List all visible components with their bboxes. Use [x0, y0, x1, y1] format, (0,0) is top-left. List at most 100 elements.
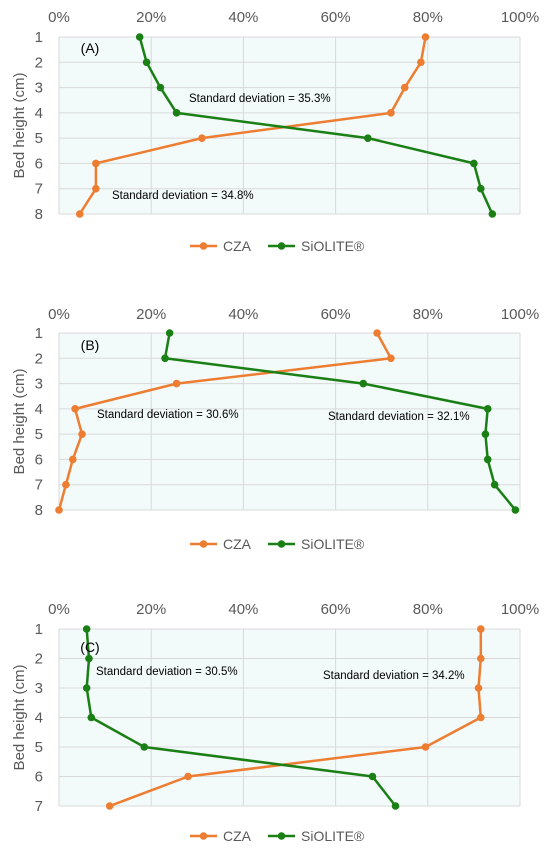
y-tick-label: 3	[35, 376, 43, 393]
y-tick-label: 8	[35, 206, 43, 223]
data-point-cza	[71, 405, 79, 413]
data-point-cza	[373, 329, 381, 337]
x-tick-label: 80%	[413, 9, 443, 26]
legend-label: CZA	[223, 238, 252, 254]
data-point-cza	[421, 33, 430, 41]
x-tick-label: 0%	[48, 601, 70, 618]
y-tick-label: 8	[35, 502, 43, 519]
x-tick-label: 40%	[228, 601, 258, 618]
data-point-cza	[400, 83, 409, 92]
y-axis-title: Bed height (cm)	[11, 369, 28, 475]
data-point-siolite	[488, 210, 497, 218]
panel-label: (C)	[80, 639, 99, 655]
y-tick-label: 4	[35, 105, 43, 122]
y-axis-title: Bed height (cm)	[11, 665, 28, 771]
legend-label: CZA	[223, 536, 252, 552]
x-tick-label: 20%	[136, 306, 166, 323]
data-point-siolite	[483, 405, 492, 413]
data-point-cza	[55, 506, 63, 514]
y-tick-label: 4	[35, 710, 43, 727]
std-dev-annotation: Standard deviation = 30.5%	[96, 666, 238, 678]
chart-panel-c: 0% 20% 40% 60% 80% 100% 1 2 3 4 5 6 7 Bed height (cm)…	[11, 601, 539, 844]
data-point-siolite	[359, 379, 368, 388]
y-axis-title: Bed height (cm)	[11, 73, 28, 179]
y-tick-label: 6	[35, 451, 43, 468]
data-point-cza	[387, 354, 395, 363]
y-tick-label: 2	[35, 54, 43, 71]
data-point-siolite	[142, 58, 151, 67]
data-point-cza	[474, 684, 483, 692]
x-tick-label: 60%	[321, 306, 351, 323]
data-point-siolite	[391, 802, 400, 810]
std-dev-annotation: Standard deviation = 34.2%	[323, 670, 465, 682]
data-point-siolite	[483, 455, 492, 464]
data-point-siolite	[156, 83, 165, 92]
x-tick-label: 20%	[136, 9, 166, 26]
data-point-siolite	[172, 109, 181, 117]
legend-label: CZA	[223, 828, 252, 844]
data-point-cza	[105, 802, 114, 810]
data-point-siolite	[87, 713, 96, 722]
y-tick-label: 2	[35, 651, 43, 668]
data-point-siolite	[477, 184, 485, 193]
x-tick-label: 40%	[228, 9, 258, 26]
data-point-siolite	[161, 354, 169, 363]
series-line-cza	[57, 332, 393, 511]
x-tick-label: 80%	[413, 306, 443, 323]
chart-panel-a: 0% 20% 40% 60% 80% 100% 1 2 3 4 5 6 7 8 Bed height (cm…	[11, 9, 539, 254]
x-tick-label: 20%	[136, 601, 166, 618]
y-tick-label: 5	[35, 739, 43, 756]
data-point-cza	[477, 713, 485, 722]
y-tick-label: 5	[35, 426, 43, 443]
data-point-siolite	[364, 134, 372, 142]
y-tick-label: 6	[35, 769, 43, 786]
y-tick-label: 4	[35, 401, 43, 418]
x-tick-label: 80%	[413, 601, 443, 618]
data-point-cza	[69, 455, 77, 464]
data-point-cza	[92, 159, 100, 168]
data-point-cza	[75, 210, 84, 218]
data-point-cza	[62, 480, 70, 489]
data-point-siolite	[481, 430, 490, 438]
legend-swatch-marker	[277, 242, 286, 250]
legend-swatch-marker	[199, 242, 208, 250]
data-point-siolite	[82, 684, 91, 692]
data-point-cza	[477, 654, 485, 663]
std-dev-annotation: Standard deviation = 35.3%	[189, 93, 331, 105]
x-tick-label: 60%	[321, 601, 351, 618]
data-point-siolite	[85, 654, 93, 663]
std-dev-annotation: Standard deviation = 30.6%	[97, 409, 239, 421]
std-dev-annotation: Standard deviation = 34.8%	[112, 190, 254, 202]
y-tick-label: 2	[35, 350, 43, 367]
data-point-cza	[172, 379, 181, 388]
data-point-cza	[477, 625, 485, 633]
legend-label: SiOLITE®	[301, 536, 365, 552]
legend-swatch-marker	[199, 540, 208, 548]
legend-label: SiOLITE®	[301, 828, 365, 844]
data-point-siolite	[165, 329, 174, 337]
x-tick-label: 100%	[501, 9, 539, 26]
data-point-cza	[387, 109, 395, 117]
legend-swatch-marker	[199, 832, 208, 840]
y-tick-label: 7	[35, 798, 43, 815]
x-tick-label: 0%	[48, 306, 70, 323]
x-tick-label: 100%	[501, 601, 539, 618]
y-tick-label: 7	[35, 181, 43, 198]
data-point-siolite	[490, 480, 499, 489]
data-point-siolite	[511, 506, 520, 514]
legend-swatch-marker	[277, 540, 286, 548]
y-tick-label: 3	[35, 80, 43, 97]
data-point-siolite	[135, 33, 144, 41]
series-line-siolite	[138, 36, 494, 215]
data-point-cza	[198, 134, 206, 142]
std-dev-annotation: Standard deviation = 32.1%	[328, 411, 470, 423]
x-tick-label: 60%	[321, 9, 351, 26]
x-tick-label: 0%	[48, 9, 70, 26]
y-tick-label: 7	[35, 477, 43, 494]
data-point-cza	[78, 430, 86, 438]
legend-swatch-marker	[277, 832, 286, 840]
chart-panel-b: 0% 20% 40% 60% 80% 100% 1 2 3 4 5 6 7 8 Bed height (cm…	[11, 306, 539, 552]
panel-label: (A)	[81, 40, 100, 56]
data-point-cza	[417, 58, 425, 67]
data-point-cza	[421, 743, 430, 751]
